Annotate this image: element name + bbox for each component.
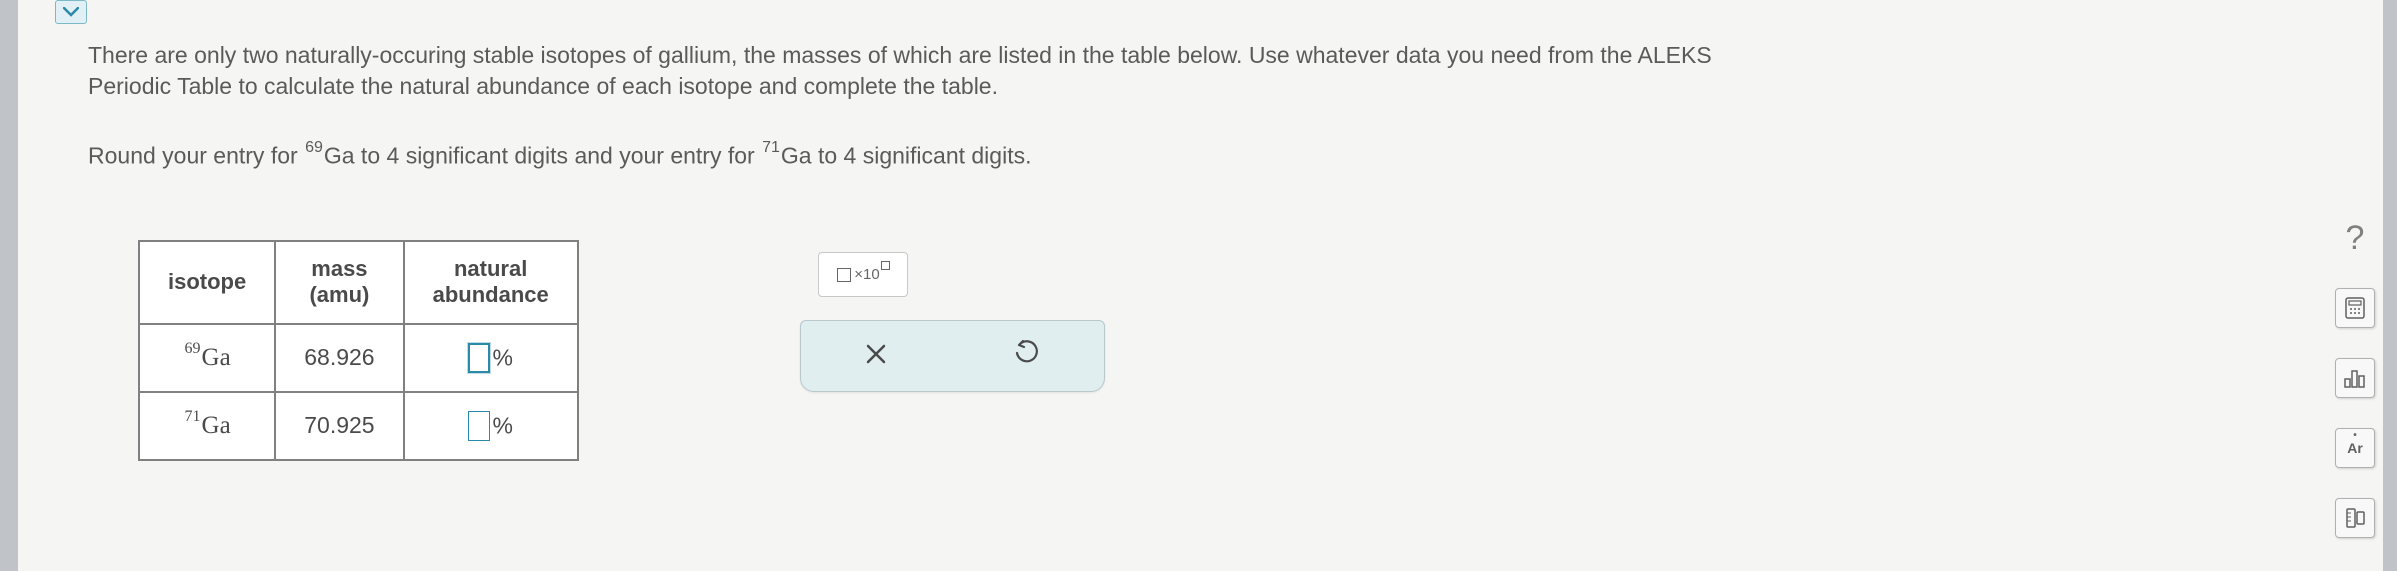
- help-icon: ?: [2346, 219, 2365, 258]
- abundance-cell-71: %: [404, 392, 578, 460]
- th-abundance: natural abundance: [404, 241, 578, 324]
- table-row: 69Ga 68.926 %: [139, 324, 578, 392]
- sci-notation-button[interactable]: ×10: [818, 252, 908, 297]
- round-pre: Round your entry for: [88, 143, 304, 169]
- rounding-instruction: Round your entry for 69Ga to 4 significa…: [88, 140, 2188, 172]
- sym-ga-1: Ga: [324, 143, 355, 169]
- answer-controls: [800, 320, 1105, 392]
- th-ab-l1: natural: [454, 256, 527, 281]
- row1-sup: 71: [184, 408, 202, 425]
- isotope-table: isotope mass (amu) natural abundance 69G…: [138, 240, 579, 461]
- problem-text: There are only two naturally-occuring st…: [88, 40, 2188, 172]
- problem-line-2: Periodic Table to calculate the natural …: [88, 73, 998, 99]
- right-toolbar: ? Ar: [2331, 218, 2379, 538]
- bar-chart-icon: [2342, 367, 2368, 389]
- row0-sym: Ga: [202, 344, 231, 371]
- chevron-down-icon: [63, 7, 79, 17]
- abundance-input-71[interactable]: [468, 411, 490, 441]
- sup-71: 71: [761, 139, 781, 156]
- ruler-icon: [2343, 506, 2367, 530]
- pct-71: %: [492, 412, 512, 438]
- pct-69: %: [492, 344, 512, 370]
- calculator-icon: [2343, 296, 2367, 320]
- undo-icon: [1014, 340, 1040, 366]
- mass-cell-71: 70.925: [275, 392, 403, 460]
- isotope-table-container: isotope mass (amu) natural abundance 69G…: [138, 240, 579, 461]
- table-row: 71Ga 70.925 %: [139, 392, 578, 460]
- clear-button[interactable]: [865, 341, 887, 372]
- th-isotope: isotope: [139, 241, 275, 324]
- round-post: to 4 significant digits.: [812, 143, 1032, 169]
- th-mass-l1: mass: [311, 256, 367, 281]
- measurement-button[interactable]: [2335, 498, 2375, 538]
- abundance-cell-69: %: [404, 324, 578, 392]
- th-mass-l2: (amu): [309, 282, 369, 307]
- help-button[interactable]: ?: [2335, 218, 2375, 258]
- sup-69: 69: [304, 139, 324, 156]
- round-mid: to 4 significant digits and your entry f…: [355, 143, 762, 169]
- undo-button[interactable]: [1014, 340, 1040, 373]
- problem-line-1: There are only two naturally-occuring st…: [88, 42, 1712, 68]
- sci-base-box-icon: [837, 268, 851, 282]
- close-icon: [865, 343, 887, 365]
- isotope-cell-71: 71Ga: [139, 392, 275, 460]
- th-mass: mass (amu): [275, 241, 403, 324]
- expand-toggle[interactable]: [55, 0, 87, 24]
- periodic-table-button[interactable]: Ar: [2335, 428, 2375, 468]
- sci-exp-box-icon: [881, 261, 890, 270]
- calculator-button[interactable]: [2335, 288, 2375, 328]
- data-table-button[interactable]: [2335, 358, 2375, 398]
- abundance-input-69[interactable]: [468, 343, 490, 373]
- left-edge-bar: [0, 0, 18, 571]
- th-ab-l2: abundance: [433, 282, 549, 307]
- row0-sup: 69: [184, 340, 202, 357]
- right-edge-bar: [2383, 0, 2397, 571]
- mass-cell-69: 68.926: [275, 324, 403, 392]
- ar-label: Ar: [2347, 440, 2363, 456]
- row1-sym: Ga: [202, 412, 231, 439]
- sci-x10-label: ×10: [854, 266, 879, 283]
- sym-ga-2: Ga: [781, 143, 812, 169]
- isotope-cell-69: 69Ga: [139, 324, 275, 392]
